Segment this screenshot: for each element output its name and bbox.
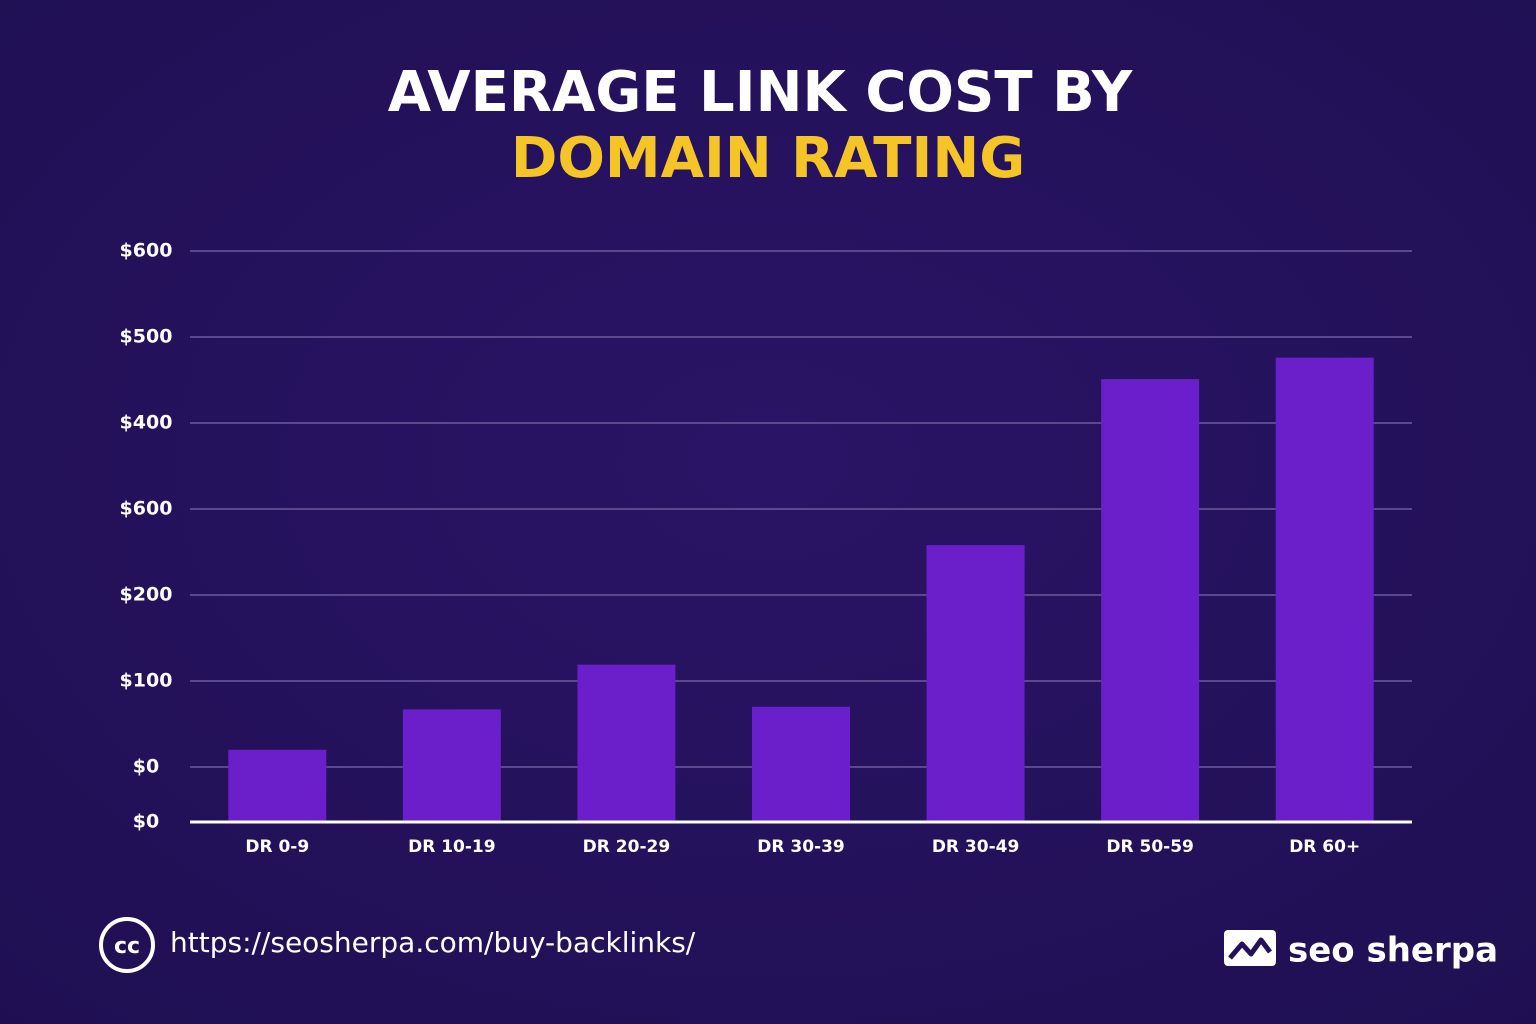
x-tick-label: DR 10-19 [408, 837, 496, 857]
brand-name: seo sherpa [1288, 931, 1498, 971]
y-tick-label: $0 [133, 755, 159, 777]
bar [402, 709, 501, 822]
logo-mountain [1228, 937, 1272, 960]
license-icon-ring [99, 917, 155, 973]
x-tick-label: DR 0-9 [245, 837, 309, 857]
y-tick-label: $200 [120, 583, 173, 605]
bar [1101, 379, 1200, 822]
bar [1275, 357, 1374, 822]
y-tick-label: $600 [120, 240, 173, 262]
x-tick-label: DR 30-39 [757, 837, 845, 857]
x-tick-label: DR 60+ [1289, 837, 1360, 857]
source-url: https://seosherpa.com/buy-backlinks/ [170, 926, 696, 959]
bar [228, 749, 327, 822]
bar [752, 706, 850, 822]
x-tick-label: DR 20-29 [583, 837, 671, 857]
y-tick-label: $600 [120, 497, 173, 519]
x-tick-label: DR 30-49 [932, 837, 1020, 857]
y-tick-label: $500 [120, 325, 173, 347]
license-icon: cc [114, 934, 140, 959]
bar [577, 664, 676, 822]
brand-logo: seo sherpa [1224, 930, 1498, 971]
plot-area: $0 $0 $100 $200 $600 $400 $500 $600 DR 0-9 DR 10-… [120, 240, 1412, 857]
y-tick-label: $400 [120, 411, 173, 433]
chart-title: AVERAGE LINK COST BY [388, 60, 1134, 125]
y-tick-label: $0 [133, 811, 159, 833]
y-tick-label: $100 [120, 669, 173, 691]
chart-subtitle: DOMAIN RATING [511, 126, 1025, 191]
bar [926, 545, 1025, 822]
x-tick-label: DR 50-59 [1106, 837, 1194, 857]
